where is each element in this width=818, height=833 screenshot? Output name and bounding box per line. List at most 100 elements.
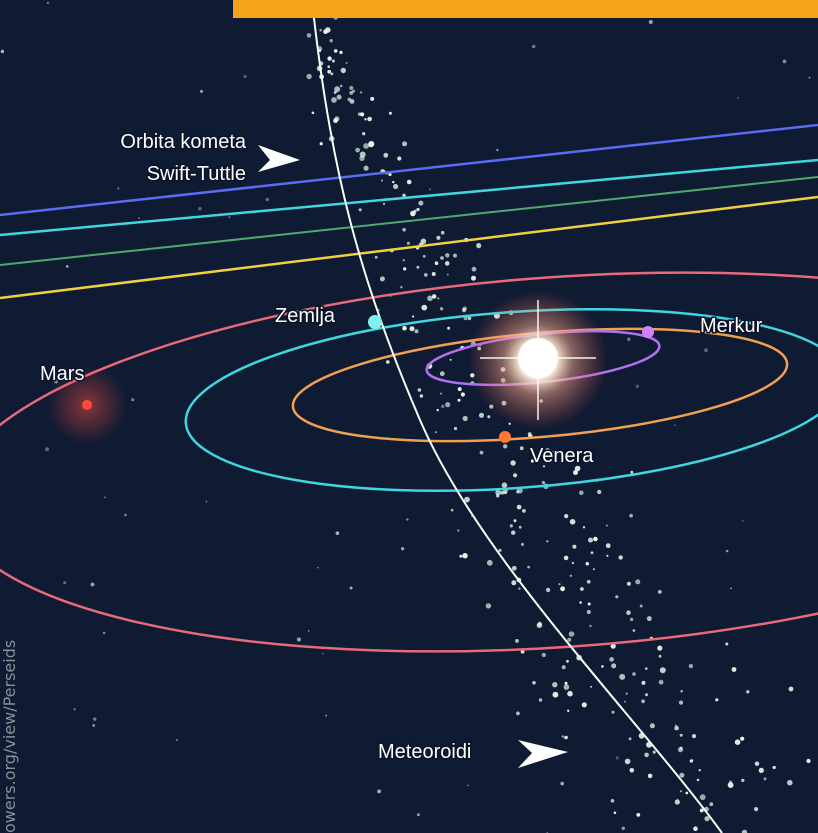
star xyxy=(403,259,405,261)
solar-system-diagram: Orbita kometa Swift-Tuttle Zemlja Merkur… xyxy=(0,0,818,833)
star xyxy=(626,610,631,615)
star xyxy=(635,579,640,584)
star xyxy=(386,360,390,364)
star xyxy=(45,447,49,451)
star xyxy=(421,305,427,311)
star xyxy=(579,491,584,496)
star xyxy=(616,756,619,759)
star xyxy=(453,254,457,258)
star xyxy=(377,790,381,794)
star xyxy=(539,698,542,701)
star xyxy=(627,338,630,341)
star xyxy=(511,531,515,535)
star xyxy=(358,113,361,116)
star xyxy=(619,674,625,680)
comet-label: Swift-Tuttle xyxy=(147,163,246,185)
star xyxy=(674,726,679,731)
star xyxy=(346,62,348,64)
star xyxy=(704,348,708,352)
star xyxy=(389,112,392,115)
star xyxy=(659,655,662,658)
star xyxy=(429,188,431,190)
star xyxy=(629,514,633,518)
star xyxy=(435,261,439,265)
star xyxy=(383,203,385,205)
star xyxy=(593,568,595,570)
star xyxy=(330,39,333,42)
star xyxy=(447,274,449,276)
star xyxy=(1,50,4,53)
comet-label: Orbita kometa xyxy=(120,131,246,153)
star xyxy=(66,265,69,268)
star xyxy=(416,208,419,211)
star xyxy=(435,431,437,433)
star xyxy=(103,632,105,634)
star xyxy=(660,667,666,673)
star xyxy=(92,724,95,727)
star xyxy=(567,710,569,712)
star xyxy=(546,588,550,592)
star xyxy=(437,297,439,299)
star xyxy=(397,156,401,160)
star xyxy=(359,208,362,211)
star xyxy=(450,359,452,361)
star xyxy=(630,618,633,621)
star xyxy=(440,371,445,376)
star xyxy=(124,514,127,517)
star xyxy=(410,211,416,217)
star xyxy=(521,543,524,546)
star xyxy=(645,693,648,696)
star xyxy=(572,562,574,564)
star xyxy=(587,580,591,584)
star xyxy=(586,562,589,565)
star xyxy=(308,630,310,632)
star xyxy=(679,701,683,705)
star xyxy=(560,586,565,591)
star xyxy=(512,566,517,571)
star xyxy=(647,616,652,621)
star xyxy=(582,702,587,707)
star xyxy=(402,141,407,146)
star xyxy=(131,398,134,401)
star xyxy=(588,603,591,606)
star xyxy=(627,582,631,586)
star xyxy=(580,587,584,591)
star xyxy=(511,580,516,585)
star xyxy=(340,85,342,87)
star xyxy=(755,762,759,766)
star xyxy=(104,496,106,498)
star xyxy=(503,444,507,448)
star xyxy=(362,132,365,135)
image-credit: owers.org/view/Perseids xyxy=(0,640,19,833)
star xyxy=(322,653,324,655)
star xyxy=(537,623,543,629)
star xyxy=(451,509,454,512)
star xyxy=(307,33,312,38)
star xyxy=(360,91,362,93)
star xyxy=(588,538,593,543)
star xyxy=(331,73,334,76)
star xyxy=(432,272,436,276)
star xyxy=(787,780,793,786)
star xyxy=(339,51,342,54)
star xyxy=(327,70,331,74)
star xyxy=(476,243,481,248)
star xyxy=(364,118,366,120)
star xyxy=(334,86,340,92)
star xyxy=(674,424,676,426)
star xyxy=(612,711,615,714)
star xyxy=(527,566,530,569)
star xyxy=(697,779,700,782)
star xyxy=(709,802,713,806)
star xyxy=(532,681,536,685)
star xyxy=(367,117,372,122)
star xyxy=(364,166,369,171)
star xyxy=(685,792,688,795)
star xyxy=(735,739,741,745)
star xyxy=(462,308,466,312)
star xyxy=(601,665,604,668)
star xyxy=(319,29,322,32)
star xyxy=(626,693,628,695)
star xyxy=(615,595,618,598)
star xyxy=(420,394,423,397)
